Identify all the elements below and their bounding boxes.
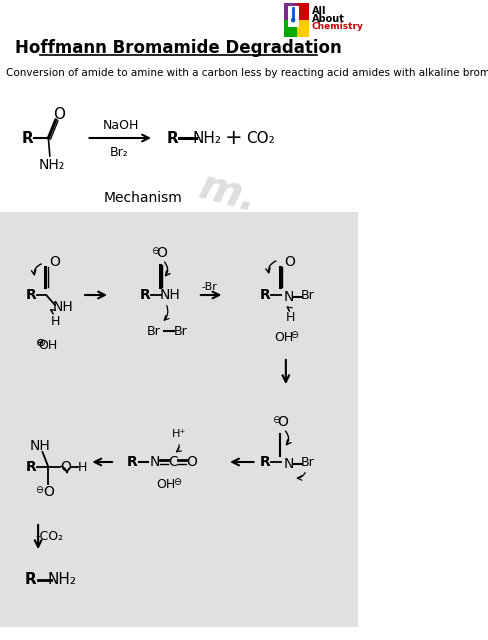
Text: ⊖: ⊖ [36,485,43,495]
Text: N: N [283,457,293,471]
Text: Br: Br [147,324,161,337]
Text: CO₂: CO₂ [245,131,274,145]
Text: R: R [140,288,150,302]
Text: R: R [126,455,137,469]
Text: OH: OH [39,339,58,351]
Text: OH: OH [157,477,176,490]
Ellipse shape [290,17,295,22]
Text: Br: Br [173,324,187,337]
Bar [287,6,299,27]
Text: Conversion of amide to amine with a carbon less by reacting acid amides with alk: Conversion of amide to amine with a carb… [6,68,488,78]
Text: N: N [283,290,293,304]
Bar [284,20,296,37]
Bar [296,20,309,37]
Text: -Br: -Br [201,282,217,292]
Text: H: H [78,461,87,474]
Text: O: O [284,255,294,269]
Text: Br: Br [300,456,314,468]
Text: R: R [166,131,178,145]
Bar [284,3,296,20]
Bar [296,3,309,20]
Text: N: N [149,455,160,469]
Text: Br: Br [300,289,314,301]
Text: NH: NH [53,300,73,314]
Text: NH₂: NH₂ [47,573,76,588]
Text: ⊖: ⊖ [290,330,298,340]
Text: O: O [49,255,60,269]
Text: O: O [186,455,197,469]
Text: ⊖: ⊖ [272,415,280,425]
Text: About: About [311,14,344,24]
Text: m.: m. [194,165,262,221]
Text: NH: NH [29,439,50,453]
Text: R: R [260,455,270,469]
Text: Chemistry: Chemistry [311,22,363,31]
Text: +: + [224,128,242,148]
Text: Mechanism: Mechanism [103,191,182,205]
Text: C: C [168,455,178,469]
Text: ⊖: ⊖ [151,246,159,256]
Text: NH₂: NH₂ [192,131,221,145]
Text: All: All [311,6,325,16]
Text: H⁺: H⁺ [171,429,185,439]
Text: O: O [277,415,288,429]
Text: ⊖: ⊖ [36,338,43,348]
Text: O: O [53,106,64,122]
Text: R: R [25,288,36,302]
Text: R: R [25,573,37,588]
Text: ⊖: ⊖ [173,477,181,487]
Text: OH: OH [273,330,293,344]
Text: NH₂: NH₂ [38,158,64,172]
Text: O: O [61,460,71,474]
Text: R: R [22,131,34,145]
Text: H: H [50,314,60,328]
Text: O: O [43,485,54,499]
Text: ⊚: ⊚ [37,338,46,348]
Text: H: H [285,310,294,323]
Text: NaOH: NaOH [102,118,139,131]
Text: NH: NH [160,288,180,302]
Text: R: R [25,460,36,474]
Text: Hoffmann Bromamide Degradation: Hoffmann Bromamide Degradation [16,39,342,57]
Bar [0,212,358,627]
Text: -CO₂: -CO₂ [35,531,63,543]
Text: O: O [156,246,166,260]
Text: Br₂: Br₂ [109,145,128,159]
Text: R: R [260,288,270,302]
